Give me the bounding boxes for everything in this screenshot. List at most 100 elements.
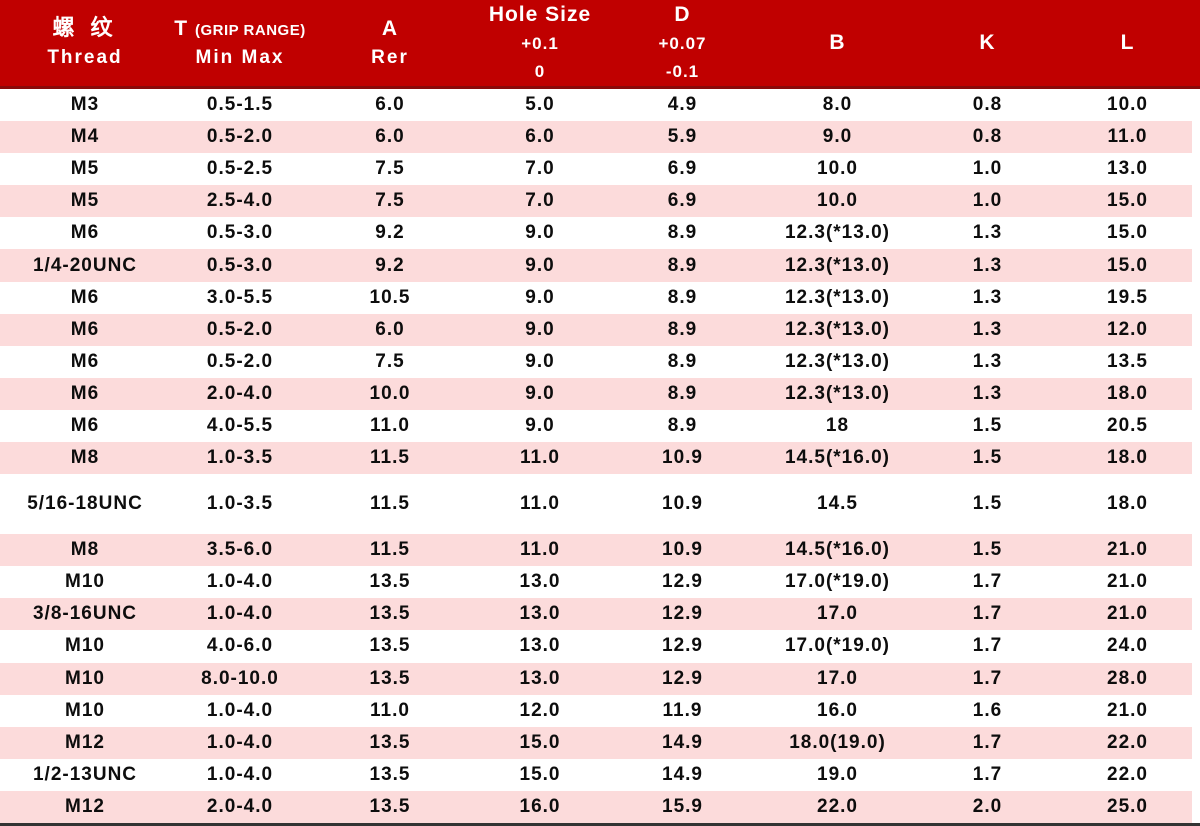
cell-d: 6.9 — [667, 190, 698, 212]
cell-thread: M10 — [65, 699, 105, 721]
cell-hole-size: 13.0 — [519, 603, 561, 625]
column-header-line: A — [381, 16, 399, 40]
cell-d: 8.9 — [667, 350, 698, 372]
table-header-row: 螺 纹 Thread T (GRIP RANGE) Min Max A Rer Hole S… — [0, 0, 1200, 89]
cell-d: 10.9 — [662, 539, 703, 561]
cell-thread: M10 — [65, 571, 105, 593]
cell-grip-range: 1.0-4.0 — [206, 699, 274, 721]
cell-hole-size: 15.0 — [519, 731, 561, 753]
table-row: M5 0.5-2.5 7.5 7.0 6.9 10.0 1.0 13.0 — [0, 153, 1200, 186]
cell-thread: 1/2-13UNC — [32, 763, 138, 785]
cell-grip-range: 2.5-4.0 — [206, 190, 274, 212]
cell-d: 12.9 — [662, 571, 703, 593]
cell-l: 18.0 — [1107, 382, 1148, 404]
cell-d: 4.9 — [667, 94, 698, 116]
cell-l: 22.0 — [1107, 763, 1148, 785]
table-row: M12 1.0-4.0 13.5 15.0 14.9 18.0(19.0) 1.7 22.0 — [0, 726, 1200, 759]
cell-k: 1.3 — [972, 350, 1003, 372]
cell-d: 12.9 — [662, 603, 703, 625]
cell-a-ref: 11.5 — [370, 493, 410, 515]
cell-a-ref: 11.0 — [370, 699, 410, 721]
column-header-line: L — [1120, 30, 1135, 54]
column-header-d: D +0.07 -0.1 — [610, 0, 755, 86]
cell-k: 1.5 — [972, 447, 1003, 469]
cell-k: 1.3 — [972, 286, 1003, 308]
cell-thread: 1/4-20UNC — [32, 254, 138, 276]
cell-k: 1.5 — [972, 493, 1003, 515]
cell-a-ref: 13.5 — [369, 731, 411, 753]
cell-grip-range: 0.5-3.0 — [206, 222, 274, 244]
cell-thread: M6 — [70, 286, 100, 308]
column-header-line: -0.1 — [665, 61, 700, 81]
cell-b: 12.3(*13.0) — [784, 286, 890, 308]
column-header-line: Thread — [47, 47, 123, 68]
cell-grip-range: 2.0-4.0 — [206, 382, 274, 404]
cell-d: 12.9 — [662, 635, 703, 657]
cell-b: 12.3(*13.0) — [784, 254, 890, 276]
cell-b: 22.0 — [817, 795, 858, 817]
cell-b: 12.3(*13.0) — [784, 222, 890, 244]
cell-l: 11.0 — [1107, 126, 1148, 148]
cell-b: 14.5 — [817, 493, 858, 515]
table-row: M3 0.5-1.5 6.0 5.0 4.9 8.0 0.8 10.0 — [0, 89, 1200, 122]
column-header-line: 螺 纹 — [52, 15, 118, 40]
cell-thread: M6 — [70, 414, 100, 436]
table-row: M6 4.0-5.5 11.0 9.0 8.9 18 1.5 20.5 — [0, 409, 1200, 443]
cell-l: 10.0 — [1107, 94, 1148, 116]
cell-a-ref: 7.5 — [375, 190, 405, 212]
cell-hole-size: 9.0 — [525, 350, 555, 372]
cell-grip-range: 2.0-4.0 — [206, 795, 274, 817]
cell-a-ref: 9.2 — [375, 222, 405, 244]
cell-d: 8.9 — [667, 286, 698, 308]
cell-hole-size: 9.0 — [525, 414, 555, 436]
table-row: M6 2.0-4.0 10.0 9.0 8.9 12.3(*13.0) 1.3 18.0 — [0, 377, 1200, 410]
cell-thread: M12 — [65, 795, 105, 817]
cell-grip-range: 1.0-3.5 — [206, 493, 274, 515]
cell-b: 17.0 — [817, 603, 858, 625]
cell-k: 1.3 — [972, 222, 1003, 244]
cell-k: 2.0 — [972, 795, 1003, 817]
cell-k: 1.3 — [972, 382, 1003, 404]
column-header-line: Rer — [371, 46, 409, 68]
cell-grip-range: 4.0-5.5 — [206, 414, 274, 436]
table-row: M10 1.0-4.0 11.0 12.0 11.9 16.0 1.6 21.0 — [0, 694, 1200, 727]
cell-thread: M5 — [70, 190, 100, 212]
right-margin-strip — [1192, 89, 1200, 823]
cell-thread: M6 — [70, 350, 100, 372]
cell-l: 15.0 — [1107, 254, 1148, 276]
cell-hole-size: 9.0 — [525, 382, 555, 404]
cell-grip-range: 1.0-4.0 — [206, 763, 274, 785]
cell-k: 1.0 — [972, 158, 1003, 180]
table-row: M6 0.5-2.0 6.0 9.0 8.9 12.3(*13.0) 1.3 12.0 — [0, 313, 1200, 346]
cell-b: 14.5(*16.0) — [784, 447, 890, 469]
cell-k: 0.8 — [972, 126, 1003, 148]
cell-b: 16.0 — [817, 699, 858, 721]
cell-hole-size: 13.0 — [519, 571, 561, 593]
table-row: M5 2.5-4.0 7.5 7.0 6.9 10.0 1.0 15.0 — [0, 185, 1200, 218]
cell-grip-range: 0.5-2.5 — [206, 158, 274, 180]
cell-a-ref: 11.5 — [370, 447, 410, 469]
cell-b: 12.3(*13.0) — [784, 350, 890, 372]
cell-d: 8.9 — [667, 222, 698, 244]
cell-grip-range: 0.5-2.0 — [206, 126, 274, 148]
column-header-grip-range: T (GRIP RANGE) Min Max — [170, 0, 310, 86]
cell-k: 1.7 — [972, 667, 1003, 689]
cell-l: 18.0 — [1107, 493, 1148, 515]
cell-l: 21.0 — [1107, 603, 1148, 625]
column-header-line: Hole Size — [488, 2, 592, 26]
cell-b: 12.3(*13.0) — [784, 318, 890, 340]
cell-b: 14.5(*16.0) — [784, 539, 890, 561]
cell-a-ref: 7.5 — [375, 158, 405, 180]
cell-l: 28.0 — [1107, 667, 1148, 689]
cell-hole-size: 9.0 — [525, 222, 555, 244]
cell-hole-size: 13.0 — [519, 667, 561, 689]
cell-l: 25.0 — [1107, 795, 1148, 817]
column-header-line: D — [674, 2, 691, 26]
cell-hole-size: 9.0 — [525, 286, 555, 308]
cell-l: 21.0 — [1107, 539, 1148, 561]
cell-b: 17.0 — [817, 667, 858, 689]
cell-a-ref: 6.0 — [375, 126, 405, 148]
cell-d: 8.9 — [667, 318, 698, 340]
cell-a-ref: 13.5 — [369, 763, 411, 785]
